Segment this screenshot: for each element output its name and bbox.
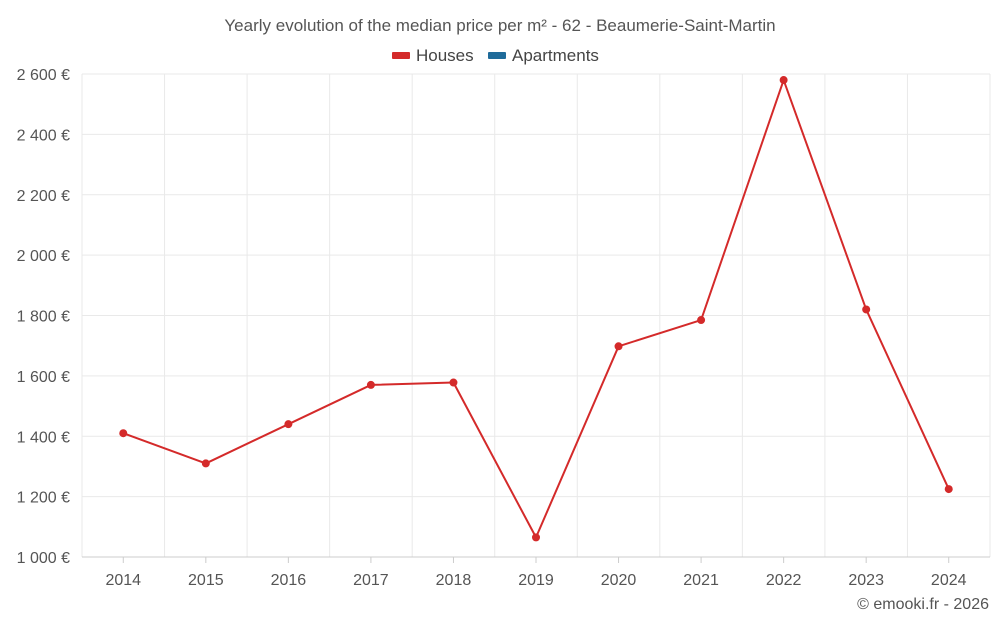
- x-tick-label: 2018: [436, 572, 472, 589]
- legend-item-apartments[interactable]: Apartments: [488, 46, 599, 65]
- y-tick-label: 1 800 €: [17, 309, 70, 326]
- data-point[interactable]: [944, 485, 953, 494]
- legend: Houses Apartments: [392, 46, 599, 65]
- data-point[interactable]: [449, 378, 458, 387]
- y-tick-label: 1 200 €: [17, 490, 70, 507]
- data-point[interactable]: [119, 429, 128, 438]
- data-point[interactable]: [366, 380, 375, 389]
- data-point[interactable]: [284, 420, 293, 429]
- legend-swatch-houses: [392, 52, 410, 59]
- y-tick-label: 2 200 €: [17, 188, 70, 205]
- data-point[interactable]: [614, 342, 623, 351]
- grid: [81, 73, 991, 557]
- series-houses: [119, 76, 953, 542]
- credit-text: © emooki.fr - 2026: [857, 596, 989, 613]
- x-tick-label: 2017: [353, 572, 389, 589]
- legend-swatch-apartments: [488, 52, 506, 59]
- y-tick-label: 1 400 €: [17, 429, 70, 446]
- x-tick-label: 2024: [931, 572, 967, 589]
- x-tick-label: 2022: [766, 572, 802, 589]
- x-tick-label: 2014: [105, 572, 141, 589]
- x-tick-label: 2021: [683, 572, 719, 589]
- legend-label-houses: Houses: [416, 46, 474, 65]
- data-point[interactable]: [697, 316, 706, 325]
- x-tick-label: 2020: [601, 572, 637, 589]
- y-tick-label: 1 000 €: [17, 550, 70, 567]
- data-point[interactable]: [532, 533, 540, 542]
- legend-label-apartments: Apartments: [512, 46, 599, 65]
- x-axis-ticks: 2014 2015 2016 2017 2018 2019 2020 2021 2022 2023…: [105, 557, 967, 589]
- x-tick-label: 2019: [518, 572, 554, 589]
- y-tick-label: 2 600 €: [17, 67, 70, 84]
- data-point[interactable]: [201, 459, 210, 468]
- y-tick-label: 2 000 €: [17, 248, 70, 265]
- legend-item-houses[interactable]: Houses: [392, 46, 474, 65]
- y-tick-label: 2 400 €: [17, 127, 70, 144]
- data-point[interactable]: [862, 305, 871, 314]
- x-tick-label: 2023: [848, 572, 884, 589]
- chart-title: Yearly evolution of the median price per…: [224, 16, 775, 35]
- x-tick-label: 2015: [188, 572, 224, 589]
- y-axis-ticks: 1 000 € 1 200 € 1 400 € 1 600 € 1 800 € 2 000…: [17, 67, 70, 567]
- y-tick-label: 1 600 €: [17, 369, 70, 386]
- data-point[interactable]: [779, 76, 788, 85]
- x-tick-label: 2016: [271, 572, 307, 589]
